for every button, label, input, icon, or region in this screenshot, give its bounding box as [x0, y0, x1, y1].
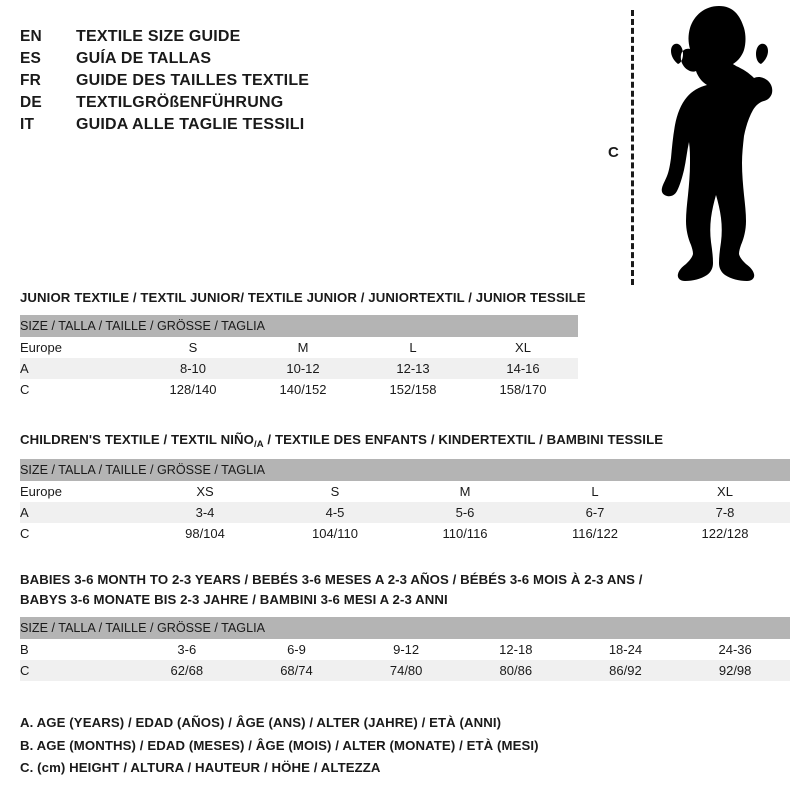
section-title-babies-line2: BABYS 3-6 MONATE BIS 2-3 JAHRE / BAMBINI… — [20, 592, 448, 607]
table-row: Europe S M L XL — [20, 337, 578, 358]
table-cell: XL — [660, 481, 790, 502]
size-header-label: SIZE / TALLA / TAILLE / GRÖSSE / TAGLIA — [20, 459, 790, 481]
row-label: C — [20, 660, 132, 681]
language-title: TEXTILGRÖßENFÜHRUNG — [76, 94, 284, 111]
table-cell: XS — [140, 481, 270, 502]
language-row-de: DE TEXTILGRÖßENFÜHRUNG — [20, 94, 580, 116]
row-label: C — [20, 523, 140, 544]
table-cell: 12-18 — [460, 639, 571, 660]
table-cell: 5-6 — [400, 502, 530, 523]
language-row-fr: FR GUIDE DES TAILLES TEXTILE — [20, 72, 580, 94]
table-cell: 74/80 — [351, 660, 461, 681]
language-title: GUIDE DES TAILLES TEXTILE — [76, 72, 310, 89]
language-code: FR — [20, 72, 42, 89]
table-cell: 4-5 — [270, 502, 400, 523]
table-row: A 3-4 4-5 5-6 6-7 7-8 — [20, 502, 790, 523]
table-cell: 24-36 — [680, 639, 790, 660]
legend-line: A. AGE (YEARS) / EDAD (AÑOS) / ÂGE (ANS)… — [20, 715, 502, 730]
section-children-textile: CHILDREN'S TEXTILE / TEXTIL NIÑO/A / TEX… — [20, 430, 790, 544]
table-cell: 68/74 — [241, 660, 352, 681]
table-cell: 86/92 — [570, 660, 681, 681]
table-cell: 104/110 — [270, 523, 400, 544]
language-code: ES — [20, 50, 42, 67]
table-cell: 14-16 — [468, 358, 578, 379]
table-cell: L — [530, 481, 660, 502]
row-label: A — [20, 502, 140, 523]
toddler-silhouette-icon — [661, 6, 773, 281]
table-row: C 98/104 104/110 110/116 116/122 122/128 — [20, 523, 790, 544]
row-label: A — [20, 358, 138, 379]
table-cell: 128/140 — [138, 379, 248, 400]
table-row: C 128/140 140/152 152/158 158/170 — [20, 379, 578, 400]
language-code: IT — [20, 116, 35, 133]
table-cell: 92/98 — [680, 660, 790, 681]
table-cell: 8-10 — [138, 358, 248, 379]
table-cell: S — [270, 481, 400, 502]
language-row-it: IT GUIDA ALLE TAGLIE TESSILI — [20, 116, 580, 138]
table-cell: XL — [468, 337, 578, 358]
table-cell: 116/122 — [530, 523, 660, 544]
language-title: GUIDA ALLE TAGLIE TESSILI — [76, 116, 305, 133]
table-cell: 18-24 — [570, 639, 681, 660]
language-header-block: EN TEXTILE SIZE GUIDE ES GUÍA DE TALLAS FR GU… — [20, 28, 580, 138]
height-dashed-line — [631, 10, 634, 285]
size-table-babies: SIZE / TALLA / TAILLE / GRÖSSE / TAGLIA B… — [20, 617, 790, 681]
table-cell: 6-7 — [530, 502, 660, 523]
legend-line: C. (cm) HEIGHT / ALTURA / HAUTEUR / HÖHE… — [20, 760, 381, 775]
table-cell: 3-4 — [140, 502, 270, 523]
table-cell: M — [400, 481, 530, 502]
row-label: C — [20, 379, 138, 400]
table-cell: L — [358, 337, 468, 358]
table-cell: M — [248, 337, 358, 358]
table-cell: 98/104 — [140, 523, 270, 544]
language-title: GUÍA DE TALLAS — [76, 50, 212, 67]
language-title: TEXTILE SIZE GUIDE — [76, 28, 241, 45]
section-babies-textile: BABIES 3-6 MONTH TO 2-3 YEARS / BEBÉS 3-… — [20, 570, 790, 681]
row-label: Europe — [20, 337, 138, 358]
section-title-babies-line1: BABIES 3-6 MONTH TO 2-3 YEARS / BEBÉS 3-… — [20, 572, 643, 587]
section-junior-textile: JUNIOR TEXTILE / TEXTIL JUNIOR/ TEXTILE … — [20, 288, 586, 400]
language-code: DE — [20, 94, 42, 111]
table-cell: S — [138, 337, 248, 358]
size-header-label: SIZE / TALLA / TAILLE / GRÖSSE / TAGLIA — [20, 315, 578, 337]
table-cell: 6-9 — [241, 639, 352, 660]
table-row: B 3-6 6-9 9-12 12-18 18-24 24-36 — [20, 639, 790, 660]
table-cell: 80/86 — [460, 660, 571, 681]
size-header-row: SIZE / TALLA / TAILLE / GRÖSSE / TAGLIA — [20, 617, 790, 639]
table-cell: 110/116 — [400, 523, 530, 544]
table-cell: 140/152 — [248, 379, 358, 400]
table-row: A 8-10 10-12 12-13 14-16 — [20, 358, 578, 379]
table-row: Europe XS S M L XL — [20, 481, 790, 502]
size-table-junior: SIZE / TALLA / TAILLE / GRÖSSE / TAGLIA E… — [20, 315, 578, 400]
table-cell: 3-6 — [132, 639, 242, 660]
table-cell: 62/68 — [132, 660, 242, 681]
table-cell: 10-12 — [248, 358, 358, 379]
size-header-row: SIZE / TALLA / TAILLE / GRÖSSE / TAGLIA — [20, 315, 578, 337]
table-cell: 12-13 — [358, 358, 468, 379]
table-cell: 152/158 — [358, 379, 468, 400]
legend-line: B. AGE (MONTHS) / EDAD (MESES) / ÂGE (MO… — [20, 737, 539, 753]
size-table-children: SIZE / TALLA / TAILLE / GRÖSSE / TAGLIA E… — [20, 459, 790, 544]
measurement-legend: A. AGE (YEARS) / EDAD (AÑOS) / ÂGE (ANS)… — [20, 712, 720, 780]
table-cell: 7-8 — [660, 502, 790, 523]
language-code: EN — [20, 28, 42, 45]
children-title-subscript: /A — [253, 439, 264, 450]
language-row-en: EN TEXTILE SIZE GUIDE — [20, 28, 580, 50]
size-header-label: SIZE / TALLA / TAILLE / GRÖSSE / TAGLIA — [20, 617, 790, 639]
row-label: B — [20, 639, 132, 660]
height-illustration: C — [600, 4, 800, 289]
table-cell: 158/170 — [468, 379, 578, 400]
height-measure-label: C — [608, 144, 619, 161]
size-header-row: SIZE / TALLA / TAILLE / GRÖSSE / TAGLIA — [20, 459, 790, 481]
table-row: C 62/68 68/74 74/80 80/86 86/92 92/98 — [20, 660, 790, 681]
language-row-es: ES GUÍA DE TALLAS — [20, 50, 580, 72]
section-title-children: CHILDREN'S TEXTILE / TEXTIL NIÑO/A / TEX… — [20, 432, 664, 450]
table-cell: 122/128 — [660, 523, 790, 544]
table-cell: 9-12 — [351, 639, 461, 660]
row-label: Europe — [20, 481, 140, 502]
section-title-junior: JUNIOR TEXTILE / TEXTIL JUNIOR/ TEXTILE … — [20, 290, 586, 305]
